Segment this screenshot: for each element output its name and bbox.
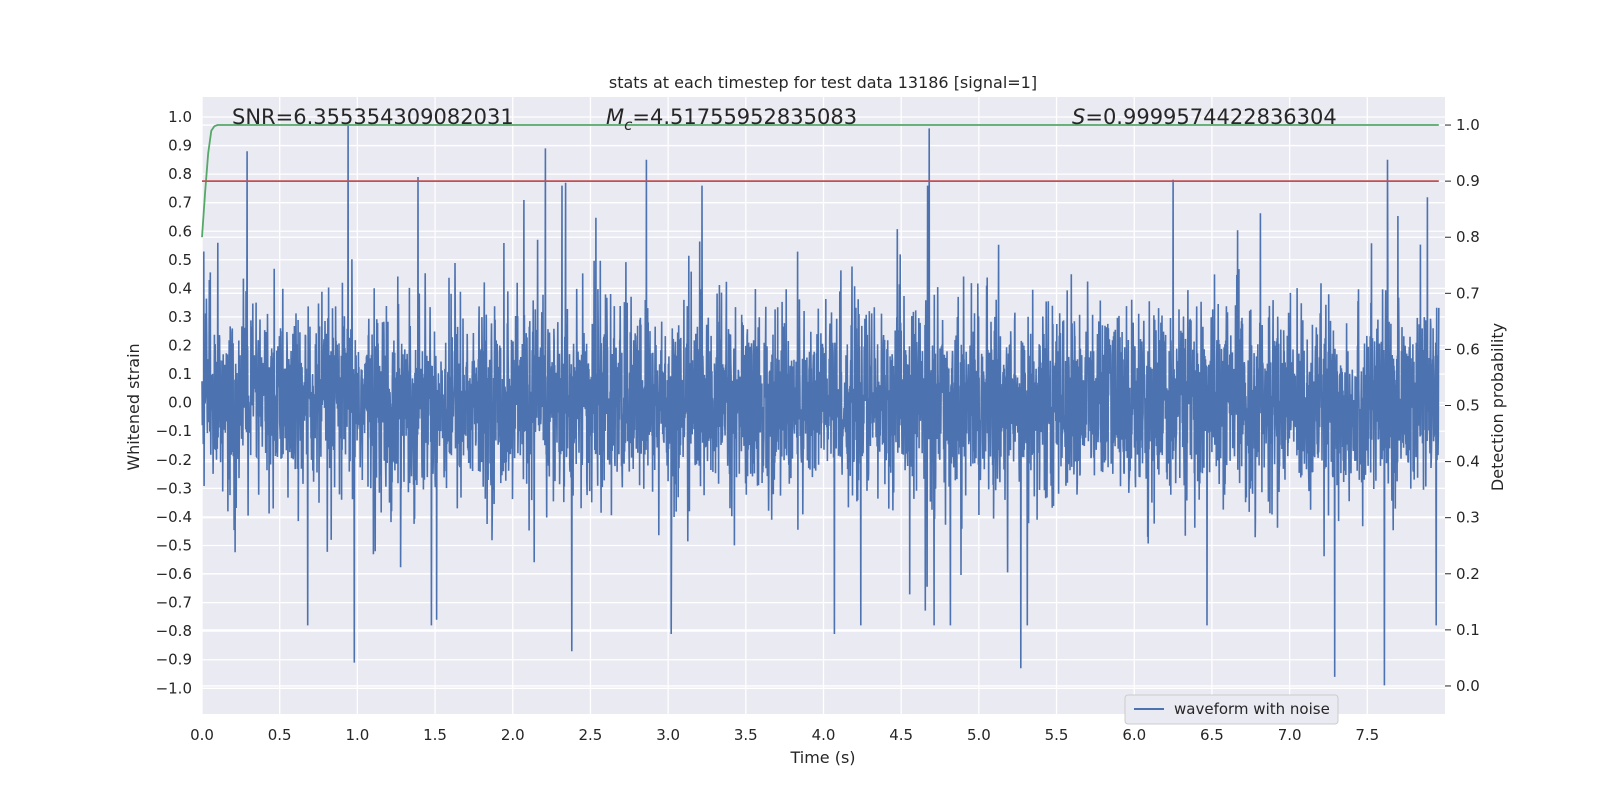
y2-tick-label: 0.4	[1456, 453, 1480, 471]
x-tick-label: 7.0	[1278, 726, 1302, 744]
score-annotation: S=0.9999574422836304	[1072, 105, 1337, 129]
legend-label: waveform with noise	[1174, 700, 1330, 718]
y-tick-label: 0.1	[168, 365, 192, 383]
y-tick-label: 0.4	[168, 279, 192, 297]
chirp-mass-annotation: Mc=4.51755952835083	[606, 105, 857, 134]
legend-box	[1124, 694, 1339, 725]
snr-annotation: SNR=6.355354309082031	[232, 105, 514, 129]
y2-tick-label: 0.7	[1456, 284, 1480, 302]
y-tick-label: −0.3	[156, 479, 192, 497]
y2-tick-label: 0.5	[1456, 397, 1480, 415]
x-tick-label: 7.5	[1355, 726, 1379, 744]
y2-tick-label: 0.8	[1456, 228, 1480, 246]
y-tick-label: −0.2	[156, 451, 192, 469]
y-axis-label: Whitened strain	[124, 343, 143, 470]
x-tick-label: 3.0	[656, 726, 680, 744]
y2-axis-ticks: 1.0 0.9 0.8 0.7 0.6 0.5 0.4 0.3 0.2 0.1 0.0	[1445, 116, 1480, 695]
y-tick-label: 0.7	[168, 194, 192, 212]
chirp-mass-subscript: c	[624, 116, 633, 134]
y-tick-label: 1.0	[168, 108, 192, 126]
y-tick-label: 0.5	[168, 251, 192, 269]
y-tick-label: 0.0	[168, 394, 192, 412]
x-tick-label: 1.0	[345, 726, 369, 744]
y2-tick-label: 0.3	[1456, 509, 1480, 527]
y-tick-label: 0.3	[168, 308, 192, 326]
chirp-mass-symbol: M	[606, 105, 624, 129]
x-axis-label: Time (s)	[789, 748, 855, 767]
x-tick-label: 5.0	[967, 726, 991, 744]
waveform-line	[201, 125, 1440, 686]
chirp-mass-value: =4.51755952835083	[632, 105, 857, 129]
legend: waveform with noise	[1124, 694, 1339, 725]
x-tick-label: 6.0	[1122, 726, 1146, 744]
y2-axis-label: Detection probability	[1488, 323, 1507, 491]
y2-tick-label: 1.0	[1456, 116, 1480, 134]
x-axis-ticks: 0.0 0.5 1.0 1.5 2.0 2.5 3.0 3.5 4.0 4.5 5.0 5.5 6.0 6…	[190, 726, 1379, 744]
y-tick-label: −0.7	[156, 594, 192, 612]
x-tick-label: 1.5	[423, 726, 447, 744]
x-tick-label: 0.0	[190, 726, 214, 744]
y-tick-label: −0.9	[156, 651, 192, 669]
score-value: =0.9999574422836304	[1085, 105, 1336, 129]
probability-series	[201, 124, 1439, 238]
x-tick-label: 4.0	[812, 726, 836, 744]
x-tick-label: 2.5	[579, 726, 603, 744]
score-symbol: S	[1072, 105, 1085, 129]
y-tick-label: 0.2	[168, 337, 192, 355]
x-tick-label: 0.5	[268, 726, 292, 744]
x-tick-label: 3.5	[734, 726, 758, 744]
x-tick-label: 4.5	[889, 726, 913, 744]
waveform-series	[201, 125, 1440, 686]
y-tick-label: 0.9	[168, 137, 192, 155]
y2-tick-label: 0.9	[1456, 172, 1480, 190]
x-tick-label: 2.0	[501, 726, 525, 744]
detection-probability-line	[201, 124, 1439, 238]
x-tick-label: 6.5	[1200, 726, 1224, 744]
y2-tick-label: 0.2	[1456, 565, 1480, 583]
y-tick-label: −0.8	[156, 622, 192, 640]
y-axis-ticks: 1.0 0.9 0.8 0.7 0.6 0.5 0.4 0.3 0.2 0.1 0.0 −0.1 −0.…	[156, 108, 192, 697]
y2-tick-label: 0.1	[1456, 621, 1480, 639]
y-tick-label: −0.5	[156, 536, 192, 554]
y2-tick-label: 0.6	[1456, 340, 1480, 358]
y-tick-label: 0.6	[168, 222, 192, 240]
y-tick-label: −0.4	[156, 508, 192, 526]
y-tick-label: −1.0	[156, 679, 192, 697]
y-tick-label: 0.8	[168, 165, 192, 183]
y2-tick-label: 0.0	[1456, 677, 1480, 695]
y-tick-label: −0.6	[156, 565, 192, 583]
x-tick-label: 5.5	[1045, 726, 1069, 744]
y-tick-label: −0.1	[156, 422, 192, 440]
chart-title: stats at each timestep for test data 131…	[609, 73, 1037, 92]
